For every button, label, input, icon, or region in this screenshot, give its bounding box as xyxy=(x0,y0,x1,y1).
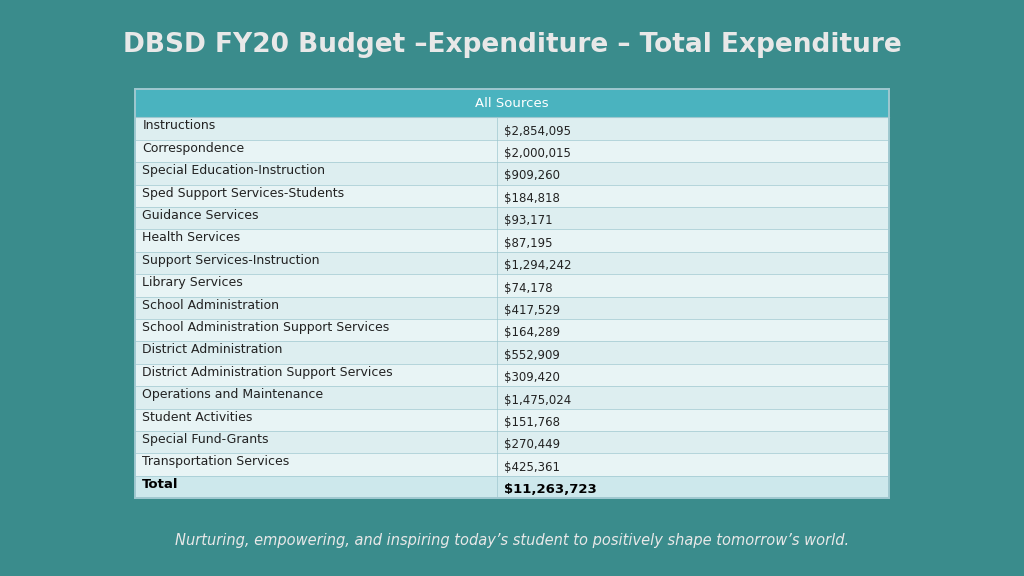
Text: $1,475,024: $1,475,024 xyxy=(504,393,571,407)
Text: $417,529: $417,529 xyxy=(504,304,560,317)
Text: Correspondence: Correspondence xyxy=(142,142,245,155)
Text: DBSD FY20 Budget –Expenditure – Total Expenditure: DBSD FY20 Budget –Expenditure – Total Ex… xyxy=(123,32,901,58)
Text: All Sources: All Sources xyxy=(475,97,549,110)
Text: $151,768: $151,768 xyxy=(504,416,560,429)
Text: Support Services-Instruction: Support Services-Instruction xyxy=(142,254,319,267)
Text: Sped Support Services-Students: Sped Support Services-Students xyxy=(142,187,344,199)
Text: $93,171: $93,171 xyxy=(504,214,553,228)
Text: Transportation Services: Transportation Services xyxy=(142,456,290,468)
Text: $74,178: $74,178 xyxy=(504,282,553,294)
Text: Instructions: Instructions xyxy=(142,119,216,132)
Text: Student Activities: Student Activities xyxy=(142,411,253,423)
Text: School Administration: School Administration xyxy=(142,298,280,312)
Text: $11,263,723: $11,263,723 xyxy=(504,483,597,497)
Text: $2,854,095: $2,854,095 xyxy=(504,124,571,138)
Text: $552,909: $552,909 xyxy=(504,348,560,362)
Text: Special Fund-Grants: Special Fund-Grants xyxy=(142,433,269,446)
Text: District Administration Support Services: District Administration Support Services xyxy=(142,366,393,379)
Text: Operations and Maintenance: Operations and Maintenance xyxy=(142,388,324,401)
Text: $309,420: $309,420 xyxy=(504,371,560,384)
Text: Guidance Services: Guidance Services xyxy=(142,209,259,222)
Text: $87,195: $87,195 xyxy=(504,237,553,250)
Text: $2,000,015: $2,000,015 xyxy=(504,147,571,160)
Text: School Administration Support Services: School Administration Support Services xyxy=(142,321,389,334)
Text: $425,361: $425,361 xyxy=(504,461,560,474)
Text: $1,294,242: $1,294,242 xyxy=(504,259,571,272)
Text: $270,449: $270,449 xyxy=(504,438,560,452)
Text: Library Services: Library Services xyxy=(142,276,243,289)
Text: District Administration: District Administration xyxy=(142,343,283,357)
Text: Total: Total xyxy=(142,478,179,491)
Text: $164,289: $164,289 xyxy=(504,327,560,339)
Text: $184,818: $184,818 xyxy=(504,192,560,205)
Text: Health Services: Health Services xyxy=(142,232,241,244)
Text: Nurturing, empowering, and inspiring today’s student to positively shape tomorro: Nurturing, empowering, and inspiring tod… xyxy=(175,533,849,548)
Text: Special Education-Instruction: Special Education-Instruction xyxy=(142,164,326,177)
Text: $909,260: $909,260 xyxy=(504,169,560,183)
